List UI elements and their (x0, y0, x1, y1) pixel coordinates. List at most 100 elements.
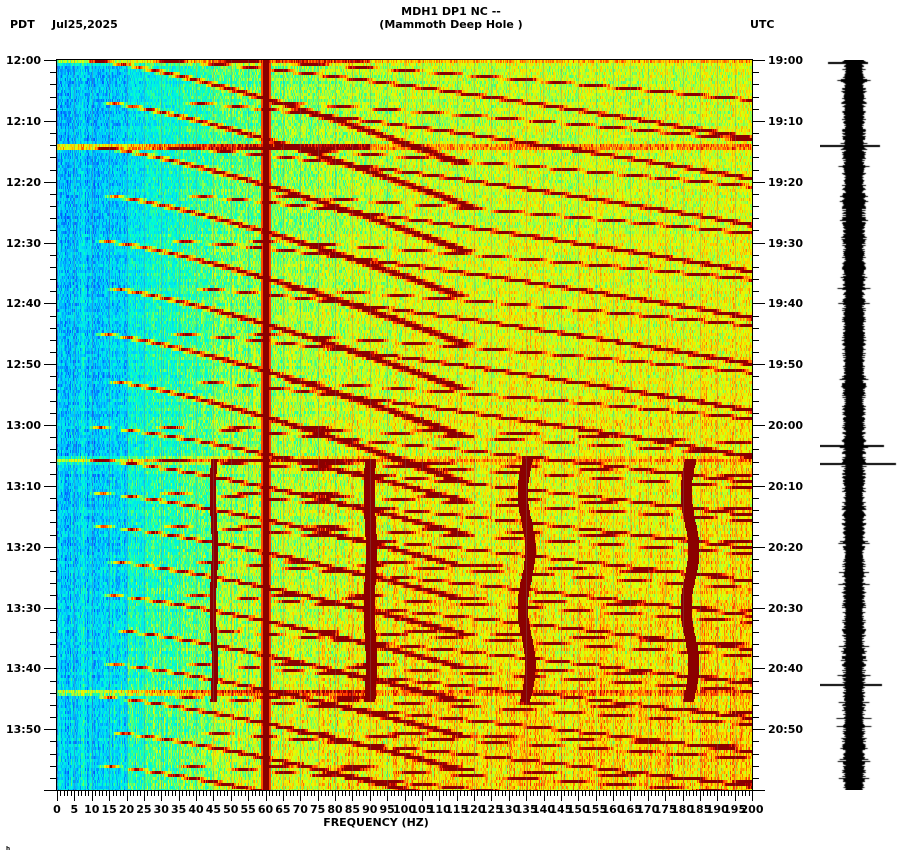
minor-tick-right (752, 194, 759, 195)
minor-tick-left (50, 522, 57, 523)
frequency-tick-label: 30 (153, 803, 169, 816)
time-tick-label-left: 12:50 (5, 358, 41, 371)
minor-tick-x (606, 790, 607, 796)
minor-tick-right (752, 620, 759, 621)
minor-tick-x (564, 790, 565, 796)
time-tick-label-right: 20:00 (768, 419, 804, 432)
time-tick-label-left: 13:10 (5, 480, 41, 493)
minor-tick-x (436, 790, 437, 796)
frequency-tick-label: 190 (705, 803, 729, 816)
minor-tick-x (411, 790, 412, 796)
minor-tick-x (516, 790, 517, 796)
minor-tick-right (752, 206, 759, 207)
frequency-tick-label: 200 (740, 803, 764, 816)
minor-tick-x (234, 790, 235, 796)
minor-tick-x (262, 790, 263, 796)
major-tick-x (283, 790, 284, 801)
time-tick-label-left: 13:30 (5, 602, 41, 615)
frequency-tick-label: 145 (549, 803, 573, 816)
minor-tick-x (133, 790, 134, 796)
minor-tick-left (50, 376, 57, 377)
time-tick-label-left: 12:40 (5, 297, 41, 310)
time-tick-label-right: 20:50 (768, 723, 804, 736)
frequency-tick-label: 0 (53, 803, 61, 816)
minor-tick-x (519, 790, 520, 796)
minor-tick-left (50, 72, 57, 73)
major-tick-right (752, 790, 765, 791)
time-tick-label-right: 19:30 (768, 237, 804, 250)
minor-tick-x (429, 790, 430, 796)
frequency-tick-label: 85 (344, 803, 361, 816)
minor-tick-x (488, 790, 489, 796)
minor-tick-left (50, 340, 57, 341)
major-tick-x (457, 790, 458, 801)
time-tick-label-left: 12:10 (5, 115, 41, 128)
major-tick-right (752, 182, 765, 183)
minor-tick-right (752, 693, 759, 694)
major-tick-x (405, 790, 406, 801)
major-tick-x (144, 790, 145, 801)
minor-tick-x (311, 790, 312, 796)
minor-tick-left (50, 535, 57, 536)
minor-tick-right (752, 644, 759, 645)
minor-tick-left (50, 230, 57, 231)
minor-tick-x (245, 790, 246, 796)
minor-tick-x (450, 790, 451, 796)
major-tick-x (127, 790, 128, 801)
minor-tick-right (752, 291, 759, 292)
minor-tick-x (471, 790, 472, 796)
minor-tick-x (293, 790, 294, 796)
spectrogram-plot[interactable] (57, 60, 752, 790)
major-tick-x (74, 790, 75, 801)
minor-tick-x (425, 790, 426, 796)
minor-tick-x (88, 790, 89, 796)
minor-tick-right (752, 449, 759, 450)
minor-tick-x (498, 790, 499, 796)
frequency-tick-label: 150 (566, 803, 590, 816)
minor-tick-x (728, 790, 729, 796)
minor-tick-left (50, 279, 57, 280)
minor-tick-right (752, 535, 759, 536)
minor-tick-x (443, 790, 444, 796)
minor-tick-x (557, 790, 558, 796)
minor-tick-right (752, 754, 759, 755)
frequency-tick-label: 100 (393, 803, 416, 816)
major-tick-left (44, 668, 57, 669)
minor-tick-left (50, 389, 57, 390)
minor-tick-x (582, 790, 583, 796)
minor-tick-right (752, 279, 759, 280)
major-tick-x (578, 790, 579, 801)
time-tick-label-left: 13:50 (5, 723, 41, 736)
minor-tick-x (391, 790, 392, 796)
minor-tick-x (345, 790, 346, 796)
minor-tick-x (373, 790, 374, 796)
time-tick-label-right: 20:10 (768, 480, 804, 493)
minor-tick-left (50, 157, 57, 158)
major-tick-x (213, 790, 214, 801)
minor-tick-x (432, 790, 433, 796)
minor-tick-left (50, 255, 57, 256)
minor-tick-x (332, 790, 333, 796)
date-label: Jul25,2025 (52, 18, 118, 31)
minor-tick-x (193, 790, 194, 796)
minor-tick-right (752, 84, 759, 85)
major-tick-left (44, 790, 57, 791)
major-tick-right (752, 303, 765, 304)
minor-tick-x (85, 790, 86, 796)
minor-tick-right (752, 376, 759, 377)
minor-tick-left (50, 474, 57, 475)
frequency-tick-label: 195 (723, 803, 747, 816)
major-tick-x (422, 790, 423, 801)
minor-tick-right (752, 583, 759, 584)
minor-tick-x (676, 790, 677, 796)
minor-tick-x (206, 790, 207, 796)
corner-artifact: ʰ (6, 846, 11, 856)
minor-tick-x (186, 790, 187, 796)
minor-tick-left (50, 778, 57, 779)
minor-tick-right (752, 705, 759, 706)
spectrogram-canvas[interactable] (57, 60, 752, 790)
minor-tick-x (290, 790, 291, 796)
major-tick-x (526, 790, 527, 801)
time-tick-label-left: 12:30 (5, 237, 41, 250)
major-tick-x (752, 790, 753, 801)
